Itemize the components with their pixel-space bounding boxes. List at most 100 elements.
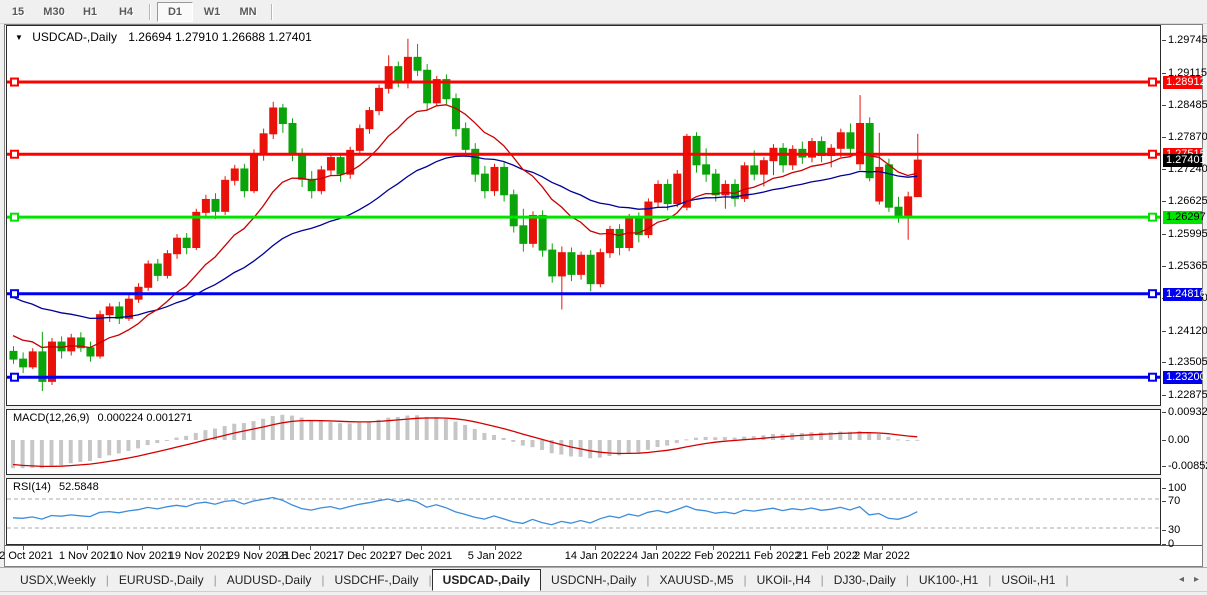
price-pane[interactable]: ▼ USDCAD-,Daily 1.26694 1.27910 1.26688 … (6, 25, 1161, 406)
hline-handle[interactable] (1148, 77, 1157, 87)
axis-divider (5, 545, 1202, 546)
window-bottom-edge (0, 591, 1207, 595)
tab-scroll-left-icon[interactable]: ◂ (1178, 574, 1184, 585)
time-axis-label: 14 Jan 2022 (564, 550, 626, 562)
hline-handle[interactable] (10, 289, 19, 299)
candles-layer (9, 38, 922, 392)
time-axis-label: 24 Jan 2022 (625, 550, 687, 562)
time-axis-tick (656, 546, 657, 550)
chart-tab-bar: USDX,Weekly | EURUSD-,Daily | AUDUSD-,Daily |… (0, 567, 1207, 591)
time-axis-tick (595, 546, 596, 550)
price-tick-label: 1.29745 (1162, 34, 1207, 46)
ma-fast-line (12, 104, 918, 349)
time-axis-tick (363, 546, 364, 550)
ma-slow-line (12, 155, 918, 320)
macd-label: MACD(12,26,9) 0.000224 0.001271 (13, 412, 193, 424)
hline-handle[interactable] (10, 372, 19, 382)
time-axis-label: 10 Nov 2021 (110, 550, 174, 562)
rsi-axis-label: 100 (1162, 482, 1202, 494)
price-tick-label: 1.28485 (1162, 99, 1207, 111)
time-axis-tick (142, 546, 143, 550)
hline-handle[interactable] (10, 149, 19, 159)
chevron-down-icon[interactable]: ▼ (15, 33, 23, 42)
time-axis-tick (421, 546, 422, 550)
time-axis-label: 27 Dec 2021 (389, 550, 453, 562)
tab-scroll-arrows: ◂ ▸ (1179, 574, 1199, 585)
price-tick-label: 1.27870 (1162, 131, 1207, 143)
pane-splitter[interactable] (5, 475, 1162, 478)
time-axis-label: 19 Nov 2021 (168, 550, 232, 562)
price-tick-label: 1.23505 (1162, 356, 1207, 368)
rsi-line (12, 496, 918, 526)
timeframe-button-m30[interactable]: M30 (43, 5, 65, 18)
time-axis-tick (770, 546, 771, 550)
hline-handle[interactable] (1148, 212, 1157, 222)
price-level-badge: 1.26297 (1163, 211, 1206, 225)
tab-divider: | (1065, 572, 1069, 587)
hline-handle[interactable] (1148, 149, 1157, 159)
chart-tab-xauusd-m5[interactable]: XAUUSD-,M5 (659, 572, 734, 587)
chart-tab-usoil-h1[interactable]: USOil-,H1 (1001, 572, 1056, 587)
chart-tab-usdcnh-daily[interactable]: USDCNH-,Daily (551, 572, 637, 587)
tab-divider: | (213, 572, 217, 587)
macd-pane[interactable]: MACD(12,26,9) 0.000224 0.001271 (6, 409, 1161, 475)
time-axis-tick (200, 546, 201, 550)
time-axis-label: 8 Dec 2021 (281, 550, 339, 562)
hline-handle[interactable] (10, 212, 19, 222)
chart-tab-usdchf-daily[interactable]: USDCHF-,Daily (334, 572, 419, 587)
rsi-axis-label: 0 (1162, 538, 1202, 550)
macd-axis-label: 0.00932 (1162, 406, 1207, 418)
chart-ohlc-values: 1.26694 1.27910 1.26688 1.27401 (128, 30, 312, 44)
tab-divider: | (646, 572, 650, 587)
time-axis-label: 1 Nov 2021 (58, 550, 116, 562)
chart-window: ▼ USDCAD-,Daily 1.26694 1.27910 1.26688 … (0, 24, 1207, 567)
time-axis-label: 5 Jan 2022 (467, 550, 523, 562)
time-axis-tick (713, 546, 714, 550)
time-axis-label: 17 Dec 2021 (331, 550, 395, 562)
macd-axis-label: 0.00 (1162, 434, 1202, 446)
rsi-axis-label: 30 (1162, 524, 1202, 536)
chart-tab-usdcad-daily[interactable]: USDCAD-,Daily (431, 568, 542, 591)
toolbar-separator (271, 3, 273, 20)
hline-handle[interactable] (1148, 372, 1157, 382)
time-axis-label: 2 Mar 2022 (854, 550, 910, 562)
tab-divider: | (743, 572, 747, 587)
chart-symbol-period: USDCAD-,Daily (32, 30, 117, 44)
chart-tab-uk100-h1[interactable]: UK100-,H1 (918, 572, 979, 587)
hline-handle[interactable] (10, 77, 19, 87)
rsi-axis-label: 70 (1162, 495, 1202, 507)
time-axis-label: 21 Feb 2022 (796, 550, 858, 562)
price-level-badge: 1.24816 (1163, 287, 1206, 301)
timeframe-button-w1[interactable]: W1 (203, 5, 221, 18)
timeframe-button-h4[interactable]: H4 (118, 5, 134, 18)
price-tick-label: 1.29115 (1162, 67, 1207, 79)
tab-divider: | (905, 572, 909, 587)
chart-tab-audusd-daily[interactable]: AUDUSD-,Daily (226, 572, 312, 587)
tab-scroll-right-icon[interactable]: ▸ (1193, 574, 1199, 585)
timeframe-button-d1[interactable]: D1 (157, 1, 193, 22)
time-axis-tick (882, 546, 883, 550)
rsi-label: RSI(14) 52.5848 (13, 481, 99, 493)
toolbar-separator (149, 3, 151, 20)
time-axis-tick (259, 546, 260, 550)
macd-signal-line (12, 417, 918, 468)
timeframe-toolbar: 15 M30 H1 H4 D1 W1 MN (0, 0, 1207, 24)
chart-tab-ukoil-h4[interactable]: UKOil-,H4 (756, 572, 811, 587)
timeframe-button-mn[interactable]: MN (239, 5, 257, 18)
price-axis[interactable]: 1.29745 1.29115 1.28485 1.27870 1.27240 1.266… (1162, 25, 1207, 545)
chart-tab-usdx-weekly[interactable]: USDX,Weekly (20, 572, 96, 587)
time-axis-label: 2 Feb 2022 (685, 550, 741, 562)
hline-handle[interactable] (1148, 289, 1157, 299)
rsi-pane[interactable]: RSI(14) 52.5848 (6, 478, 1161, 545)
time-axis-label: 29 Nov 2021 (227, 550, 291, 562)
chart-tab-eurusd-daily[interactable]: EURUSD-,Daily (118, 572, 204, 587)
time-axis-label: 22 Oct 2021 (0, 550, 53, 562)
chart-tab-dj30-daily[interactable]: DJ30-,Daily (833, 572, 896, 587)
price-level-badge: 1.23200 (1163, 371, 1206, 385)
tab-divider: | (820, 572, 824, 587)
pane-splitter[interactable] (5, 406, 1162, 409)
timeframe-button-15[interactable]: 15 (11, 5, 25, 18)
price-tick-label: 1.26625 (1162, 195, 1207, 207)
timeframe-button-h1[interactable]: H1 (82, 5, 98, 18)
